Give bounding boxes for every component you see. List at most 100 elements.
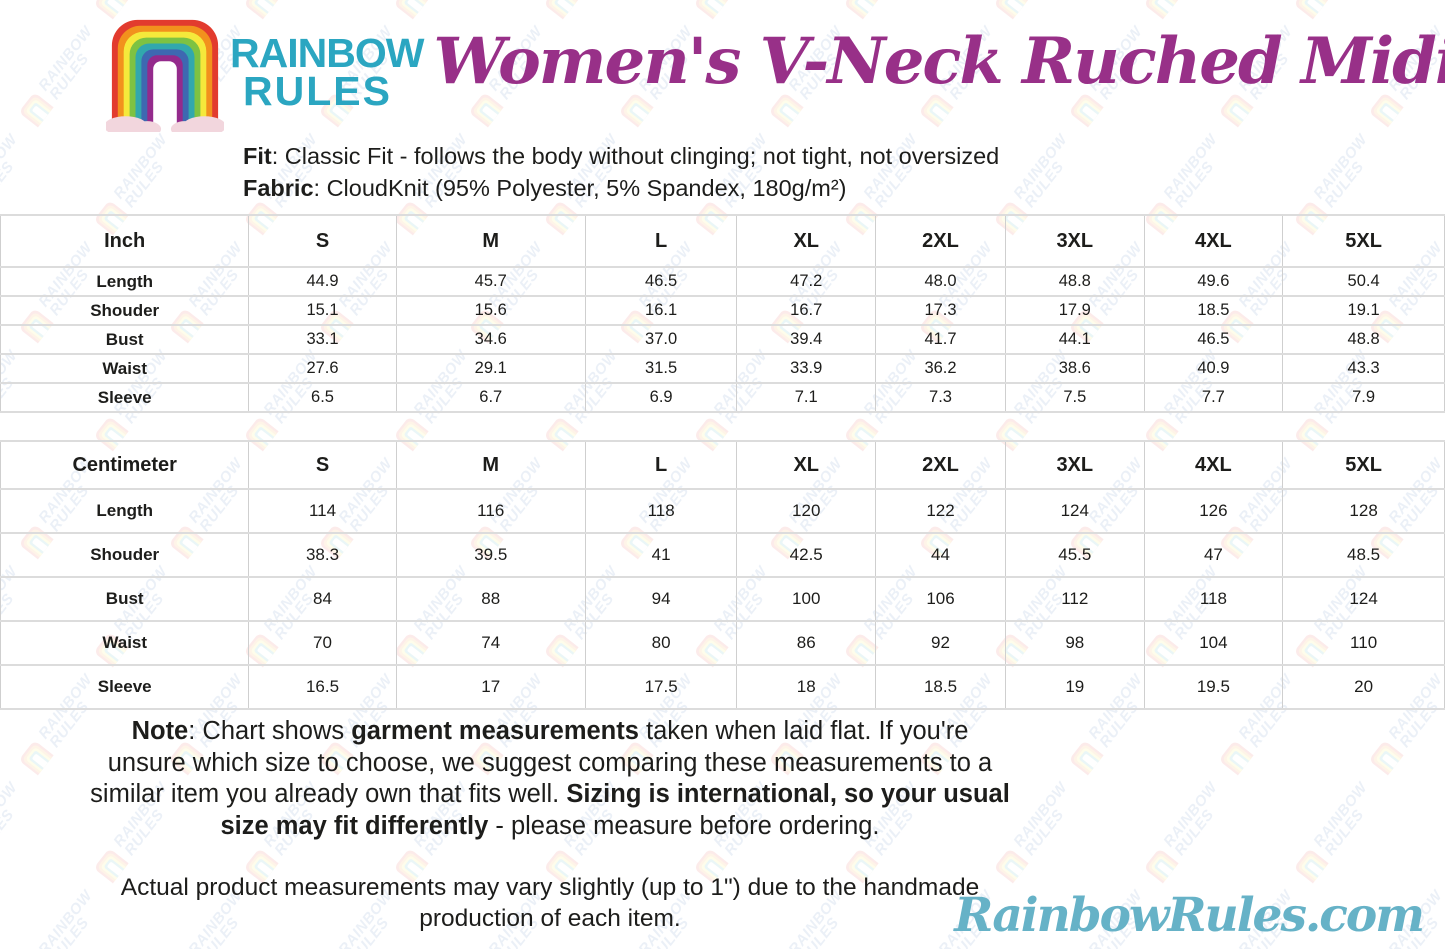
measurement-value-cell: 122 (875, 488, 1006, 534)
measurement-value-cell: 29.1 (395, 353, 586, 384)
measurement-value-cell: 44 (875, 532, 1006, 578)
measurement-label-cell: Bust (0, 576, 250, 622)
measurement-value-cell: 45.5 (1004, 532, 1145, 578)
size-header-cell: 5XL (1282, 214, 1445, 268)
size-header-cell: 2XL (875, 214, 1006, 268)
measurement-value-cell: 48.0 (875, 266, 1006, 297)
size-header-cell: L (584, 214, 738, 268)
measurement-label-cell: Shouder (0, 295, 250, 326)
centimeter-size-table: Centimeter S M L XL 2XL 3XL 4XL 5XL Length 114 116 1… (0, 440, 1445, 710)
measurement-value-cell: 128 (1282, 488, 1445, 534)
measurement-value-cell: 41.7 (875, 324, 1006, 355)
fabric-label: Fabric (243, 174, 314, 201)
measurement-row: Waist 27.6 29.1 31.5 33.9 36.2 38.6 40.9 43.3 (0, 353, 1445, 384)
measurement-value-cell: 39.4 (736, 324, 877, 355)
size-header-cell: L (584, 440, 738, 490)
measurement-label-cell: Sleeve (0, 664, 250, 710)
measurement-value-cell: 17 (395, 664, 586, 710)
measurement-value-cell: 17.5 (584, 664, 738, 710)
size-table-inch: Inch S M L XL 2XL 3XL 4XL 5XL Length 44.9 45.7 46.5 4… (0, 214, 1445, 413)
measurement-value-cell: 40.9 (1143, 353, 1284, 384)
measurement-row: Sleeve 16.5 17 17.5 18 18.5 19 19.5 20 (0, 664, 1445, 710)
brand-name: RAINBOW RULES (230, 33, 424, 111)
measurement-value-cell: 31.5 (584, 353, 738, 384)
size-header-cell: XL (736, 214, 877, 268)
measurement-value-cell: 19.5 (1143, 664, 1284, 710)
measurement-row: Sleeve 6.5 6.7 6.9 7.1 7.3 7.5 7.7 7.9 (0, 382, 1445, 413)
measurement-value-cell: 34.6 (395, 324, 586, 355)
measurement-label-cell: Length (0, 488, 250, 534)
size-header-cell: XL (736, 440, 877, 490)
header: RAINBOW RULES Women's V-Neck Ruched Midi… (0, 0, 1445, 212)
note-bold-segment: Note (131, 717, 189, 745)
measurement-value-cell: 6.9 (584, 382, 738, 413)
size-header-cell: M (395, 214, 586, 268)
fabric-text: : CloudKnit (95% Polyester, 5% Spandex, … (313, 174, 847, 201)
measurement-label-cell: Sleeve (0, 382, 250, 413)
measurement-value-cell: 38.3 (248, 532, 397, 578)
measurement-value-cell: 98 (1004, 620, 1145, 666)
measurement-value-cell: 33.9 (736, 353, 877, 384)
measurement-value-cell: 112 (1004, 576, 1145, 622)
measurement-value-cell: 39.5 (395, 532, 586, 578)
measurement-value-cell: 124 (1282, 576, 1445, 622)
website-signature: RainbowRules.com (954, 888, 1425, 943)
measurement-value-cell: 18 (736, 664, 877, 710)
measurement-value-cell: 116 (395, 488, 586, 534)
measurement-value-cell: 104 (1143, 620, 1284, 666)
size-header-cell: 3XL (1004, 214, 1145, 268)
note-segment: taken when laid flat. If you're unsure w… (90, 717, 993, 809)
measurement-value-cell: 44.9 (248, 266, 397, 297)
measurement-value-cell: 6.5 (248, 382, 397, 413)
rainbow-logo-icon (106, 19, 224, 132)
measurement-label-cell: Length (0, 266, 250, 297)
measurement-row: Length 114 116 118 120 122 124 126 128 (0, 488, 1445, 534)
measurement-value-cell: 49.6 (1143, 266, 1284, 297)
measurement-value-cell: 86 (736, 620, 877, 666)
measurement-value-cell: 118 (1143, 576, 1284, 622)
measurement-row: Bust 33.1 34.6 37.0 39.4 41.7 44.1 46.5 48.8 (0, 324, 1445, 355)
measurement-value-cell: 33.1 (248, 324, 397, 355)
measurement-value-cell: 17.3 (875, 295, 1006, 326)
measurement-row: Bust 84 88 94 100 106 112 118 124 (0, 576, 1445, 622)
measurement-label-cell: Waist (0, 620, 250, 666)
product-title: Women's V-Neck Ruched Midi Dress (433, 24, 1445, 99)
disclaimer-text: Actual product measurements may vary sli… (120, 874, 980, 933)
measurement-value-cell: 46.5 (1143, 324, 1284, 355)
measurement-value-cell: 7.1 (736, 382, 877, 413)
measurement-value-cell: 80 (584, 620, 738, 666)
measurement-value-cell: 15.1 (248, 295, 397, 326)
measurement-value-cell: 42.5 (736, 532, 877, 578)
measurement-label-cell: Bust (0, 324, 250, 355)
measurement-value-cell: 7.5 (1004, 382, 1145, 413)
measurement-row: Length 44.9 45.7 46.5 47.2 48.0 48.8 49.6 50.4 (0, 266, 1445, 297)
measurement-value-cell: 94 (584, 576, 738, 622)
measurement-value-cell: 100 (736, 576, 877, 622)
measurement-value-cell: 18.5 (875, 664, 1006, 710)
sizing-note: Note: Chart shows garment measurements t… (90, 716, 1010, 842)
fabric-line: Fabric: CloudKnit (95% Polyester, 5% Spa… (243, 173, 999, 205)
fit-line: Fit: Classic Fit - follows the body with… (243, 141, 999, 173)
measurement-value-cell: 7.7 (1143, 382, 1284, 413)
size-header-cell: S (248, 440, 397, 490)
measurement-row: Shouder 38.3 39.5 41 42.5 44 45.5 47 48.5 (0, 532, 1445, 578)
note-segment: - please measure before ordering. (488, 811, 880, 840)
measurement-value-cell: 110 (1282, 620, 1445, 666)
measurement-value-cell: 6.7 (395, 382, 586, 413)
size-header-cell: 4XL (1143, 214, 1284, 268)
measurement-value-cell: 16.1 (584, 295, 738, 326)
size-header-cell: 3XL (1004, 440, 1145, 490)
size-header-cell: 5XL (1282, 440, 1445, 490)
measurement-value-cell: 36.2 (875, 353, 1006, 384)
size-header-cell: M (395, 440, 586, 490)
measurement-value-cell: 41 (584, 532, 738, 578)
measurement-value-cell: 7.3 (875, 382, 1006, 413)
measurement-value-cell: 16.7 (736, 295, 877, 326)
measurement-value-cell: 74 (395, 620, 586, 666)
note-segment: : Chart shows (188, 717, 352, 745)
measurement-value-cell: 44.1 (1004, 324, 1145, 355)
measurement-value-cell: 7.9 (1282, 382, 1445, 413)
measurement-value-cell: 15.6 (395, 295, 586, 326)
size-header-cell: 2XL (875, 440, 1006, 490)
